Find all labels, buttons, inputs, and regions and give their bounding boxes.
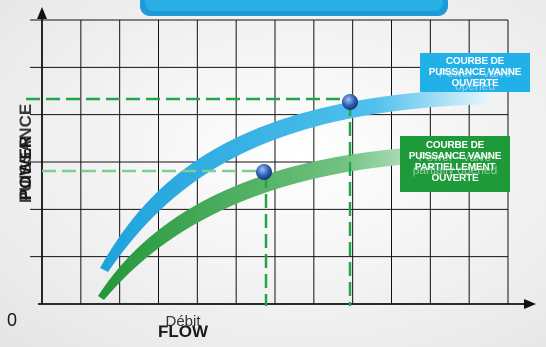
x-axis-label-secondary: Débit (165, 313, 201, 330)
legend-valve-opened-sublabel: Power - valve opened (438, 66, 512, 93)
y-axis-arrow (37, 7, 47, 19)
x-axis-arrow (524, 299, 536, 309)
legend-valve-partial: COURBE DE PUISSANCE VANNE PARTIELLEMENT … (400, 136, 510, 192)
axes (37, 7, 536, 309)
operating-point-partial-guides (42, 169, 268, 306)
operating-point-open (342, 94, 358, 110)
operating-point-open-guides (26, 97, 352, 306)
legend-valve-opened-label: COURBE DE PUISSANCE VANNE OUVERTE (428, 56, 522, 89)
legend-valve-partial-label: COURBE DE PUISSANCE VANNE PARTIELLEMENT … (408, 140, 502, 184)
top-tab-inner (145, 0, 443, 11)
y-axis-label: POWER (16, 135, 35, 201)
origin-label: 0 (7, 310, 18, 330)
series-open-curve (100, 88, 490, 272)
legend-valve-partial-sublabel: Power - valve partially opened (412, 150, 498, 177)
x-axis-label: FLOW (157, 322, 209, 341)
legend-valve-opened: COURBE DE PUISSANCE VANNE OUVERTE Power … (420, 53, 530, 93)
operating-point-partial (256, 164, 272, 180)
